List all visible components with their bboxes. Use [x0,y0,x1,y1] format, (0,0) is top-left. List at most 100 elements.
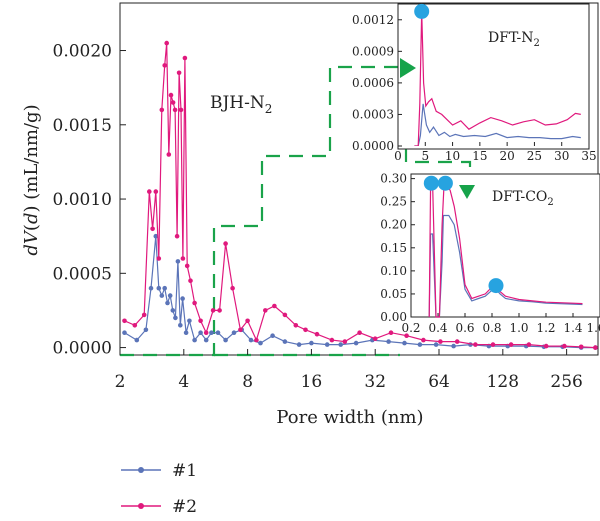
main-series-2-point [314,331,320,337]
n2-y-tick-label: 0.0009 [352,44,394,58]
main-series-1-point [198,330,203,336]
co2-peak-highlight-3 [488,278,504,294]
peak-highlights [414,3,504,294]
n2-series-line-2 [414,12,581,146]
main-series-2-point [150,226,155,232]
main-y-tick-label: 0.0020 [53,42,112,62]
main-series-1-point [215,330,221,336]
main-y-tick-label: 0.0010 [53,190,112,210]
main-series-2-point [282,312,288,318]
main-series-1-point [223,337,228,343]
co2-x-tick-label: 0.2 [401,321,420,335]
main-series-1-point [175,259,181,264]
co2-x-tick-label: 0.8 [482,321,501,335]
main-series-1-point [338,342,344,347]
main-series-1-point [417,342,423,347]
co2-y-tick-label: 0.00 [380,310,407,324]
main-series-2-point [170,100,176,105]
n2-x-tick-label: 15 [472,149,487,163]
main-series-2-point [176,70,182,76]
n2-y-tick-label: 0.0000 [352,139,394,153]
n2-x-tick-label: 25 [527,149,542,163]
main-series-1-point [248,337,254,343]
main-series-2-point [166,152,172,157]
main-series-2-point [272,303,277,309]
main-series-2-point [342,339,348,344]
main-series-1-point [324,342,330,347]
main-series-2-point [159,107,165,113]
main-series-1-point [173,315,178,321]
main-series-2-point [147,189,152,194]
co2-x-tick-label: 0.4 [428,321,447,335]
main-series-2-point [490,342,496,347]
main-series [122,40,598,350]
main-series-2-point [473,342,478,347]
main-series-1-point [122,330,127,336]
main-series-1-point [258,340,263,346]
main-x-tick-label: 32 [364,372,386,392]
main-series-2-point [210,308,216,313]
main-x-tick-label: 2 [115,372,126,392]
main-x-tick-label: 128 [487,372,519,392]
main-series-1-point [134,337,140,343]
n2-series-line-1 [414,103,581,146]
main-series-1-point [296,342,302,347]
main-series-2-point [593,345,598,350]
co2-y-tick-label: 0.10 [380,264,407,278]
main-x-tick-label: 4 [178,372,189,392]
main-x-tick-label: 256 [550,372,582,392]
main-annotation: BJH-N2 [210,93,272,116]
main-series-2-point [238,327,243,333]
main-series-1-point [143,327,149,333]
co2-x-tick-label: 1.2 [536,321,555,335]
main-x-tick-label: 64 [428,372,450,392]
main-series-1-point [180,296,185,301]
n2-y-tick-label: 0.0006 [352,76,394,90]
legend: #1 #2 [121,461,197,517]
co2-peak-highlight-2 [437,175,453,191]
main-series-2-point [329,337,335,343]
legend-label-series-2: #2 [172,497,197,517]
main-series-2-point [172,107,178,113]
main-series-2-point [372,336,378,342]
co2-y-tick-label: 0.15 [380,241,407,255]
inset-dft-co2-axes: 0.2 0.4 0.6 0.8 1.0 1.2 1.4 1.6 0.00 0.05 0.10 0.15… [380,172,600,335]
main-series-2-point [162,63,167,68]
co2-y-tick-label: 0.05 [380,287,407,301]
n2-x-tick-label: 10 [445,149,460,163]
main-x-axis-label: Pore width (nm) [276,407,423,428]
co2-x-tick-label: 1.6 [586,321,600,335]
main-series-1-point [231,330,237,336]
legend-label-series-1: #1 [172,461,197,481]
main-series-2-point [404,333,409,339]
main-axes: 2 4 8 16 32 64 128 2560.00000.00050.00100.00150… [53,42,583,392]
main-series-2-point [188,278,193,284]
main-series-1-point [165,300,170,306]
main-series-1-point [353,340,359,346]
green-arrow-right-marker [400,58,416,78]
main-series-1-point [451,343,456,349]
n2-y-tick-label: 0.0003 [352,107,394,121]
main-series-2-point [168,92,174,98]
main-series-2-point [156,256,162,261]
main-series-1-point [156,285,162,291]
main-series-2-point [578,344,584,350]
main-series-line-1 [124,236,596,349]
n2-x-tick-label: 20 [500,149,515,163]
main-series-2-point [421,337,426,343]
co2-series-line-2 [428,181,583,318]
co2-x-tick-label: 1.4 [563,321,582,335]
main-series-2-point [562,343,567,349]
main-series-2-point [182,55,188,61]
main-series-2-point [245,318,250,324]
main-x-tick-label: 8 [242,372,253,392]
main-series-2-point [508,342,514,347]
co2-y-tick-label: 0.25 [380,195,407,209]
main-series-1-point [209,330,214,336]
inset-dft-n2-frame [397,3,590,150]
main-series-2-point [357,330,362,336]
main-y-axis-label: dV(d) (mL/nm/g) [21,104,42,255]
main-series-line-2 [124,43,596,349]
n2-peak-highlight [414,3,430,19]
n2-x-tick-label: 0 [394,149,402,163]
